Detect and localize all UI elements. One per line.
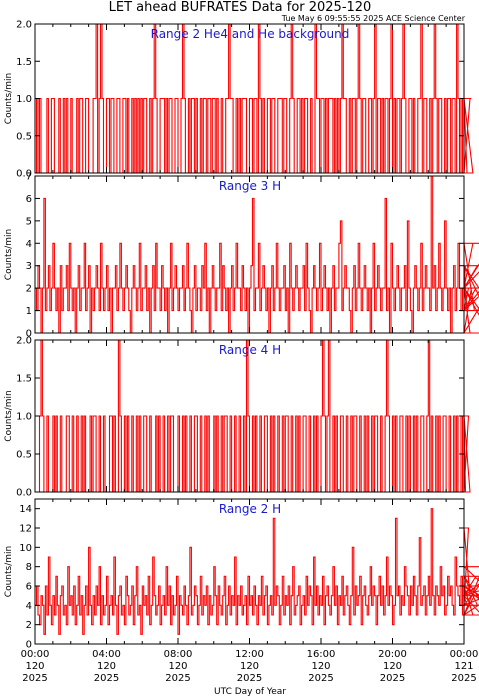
x-tick-label-day: 120 (240, 661, 259, 672)
y-tick-label: 12 (19, 524, 32, 535)
y-axis-label: Counts/min (4, 73, 14, 124)
y-tick-label: 1.0 (16, 412, 32, 423)
x-tick-label-time: 00:00 (450, 649, 479, 660)
y-tick-label: 1.5 (16, 57, 32, 68)
y-tick-label: 0 (26, 640, 32, 651)
panel-range-4-h: 0.0 0.5 1.0 1.5 2.0 Range 4 H Counts/min (4, 336, 471, 499)
x-tick-label-year: 2025 (451, 673, 476, 684)
y-tick-label: 10 (19, 543, 32, 554)
y-axis-label: Counts/min (4, 390, 14, 441)
x-tick-label-time: 00:00 (21, 649, 50, 660)
x-axis-label: UTC Day of Year (214, 687, 286, 697)
y-tick-label: 0 (26, 329, 32, 340)
x-tick-label-day: 120 (168, 661, 187, 672)
x-tick-label-day: 121 (454, 661, 473, 672)
y-tick-label: 2 (26, 284, 32, 295)
x-tick-label-time: 08:00 (164, 649, 193, 660)
panel-title: Range 2 He4 and He background (151, 27, 350, 41)
y-tick-label: 6 (26, 582, 32, 593)
x-tick-label-year: 2025 (237, 673, 262, 684)
y-tick-label: 2.0 (16, 336, 32, 347)
x-tick-label-day: 120 (25, 661, 44, 672)
y-tick-label: 3 (26, 261, 32, 272)
panel-range-2-he4: 0.0 0.5 1.0 1.5 2.0 Range 2 He4 and He backgr… (4, 20, 474, 180)
timestamp-label: Tue May 6 09:55:55 2025 ACE Science Cent… (281, 14, 466, 23)
y-tick-label: 8 (26, 562, 32, 573)
x-tick-label-year: 2025 (165, 673, 190, 684)
x-axis: 00:00120202504:00120202508:00120202512:0… (21, 649, 479, 684)
y-tick-label: 4 (26, 601, 32, 612)
panel-title: Range 3 H (219, 179, 281, 193)
y-tick-label: 0.5 (16, 131, 32, 142)
data-series-line (35, 508, 479, 635)
y-tick-label: 6 (26, 194, 32, 205)
x-tick-label-day: 120 (97, 661, 116, 672)
data-series-line (35, 23, 474, 174)
y-tick-label: 0.0 (16, 488, 32, 499)
y-tick-label: 4 (26, 239, 32, 250)
x-tick-label-year: 2025 (94, 673, 119, 684)
panel-title: Range 2 H (219, 502, 281, 516)
y-tick-label: 14 (19, 504, 32, 515)
x-tick-label-time: 20:00 (378, 649, 407, 660)
y-tick-label: 2 (26, 620, 32, 631)
x-tick-label-year: 2025 (380, 673, 405, 684)
chart-title: LET ahead BUFRATES Data for 2025-120 (109, 0, 372, 15)
panel-range-2-h: 0 2 4 6 8 10 12 14 Range 2 H Counts/min (4, 498, 479, 651)
x-tick-label-year: 2025 (308, 673, 333, 684)
panel-range-3-h: 0 1 2 3 4 5 6 7 Range 3 H Counts/min (4, 172, 479, 340)
data-series-line (35, 339, 471, 493)
x-tick-label-day: 120 (383, 661, 402, 672)
y-tick-label: 0.0 (16, 169, 32, 180)
y-tick-label: 7 (26, 172, 32, 183)
data-series-line (35, 175, 479, 334)
x-tick-label-year: 2025 (22, 673, 47, 684)
x-tick-label-time: 16:00 (307, 649, 336, 660)
y-tick-label: 1.0 (16, 94, 32, 105)
x-tick-label-time: 12:00 (235, 649, 264, 660)
y-tick-label: 1 (26, 306, 32, 317)
y-axis-label: Counts/min (4, 546, 14, 597)
y-tick-label: 5 (26, 216, 32, 227)
y-axis-label: Counts/min (4, 229, 14, 280)
x-tick-label-time: 04:00 (92, 649, 121, 660)
y-tick-label: 2.0 (16, 20, 32, 31)
x-tick-label-day: 120 (311, 661, 330, 672)
panel-title: Range 4 H (219, 343, 281, 357)
y-tick-label: 0.5 (16, 450, 32, 461)
y-tick-label: 1.5 (16, 374, 32, 385)
